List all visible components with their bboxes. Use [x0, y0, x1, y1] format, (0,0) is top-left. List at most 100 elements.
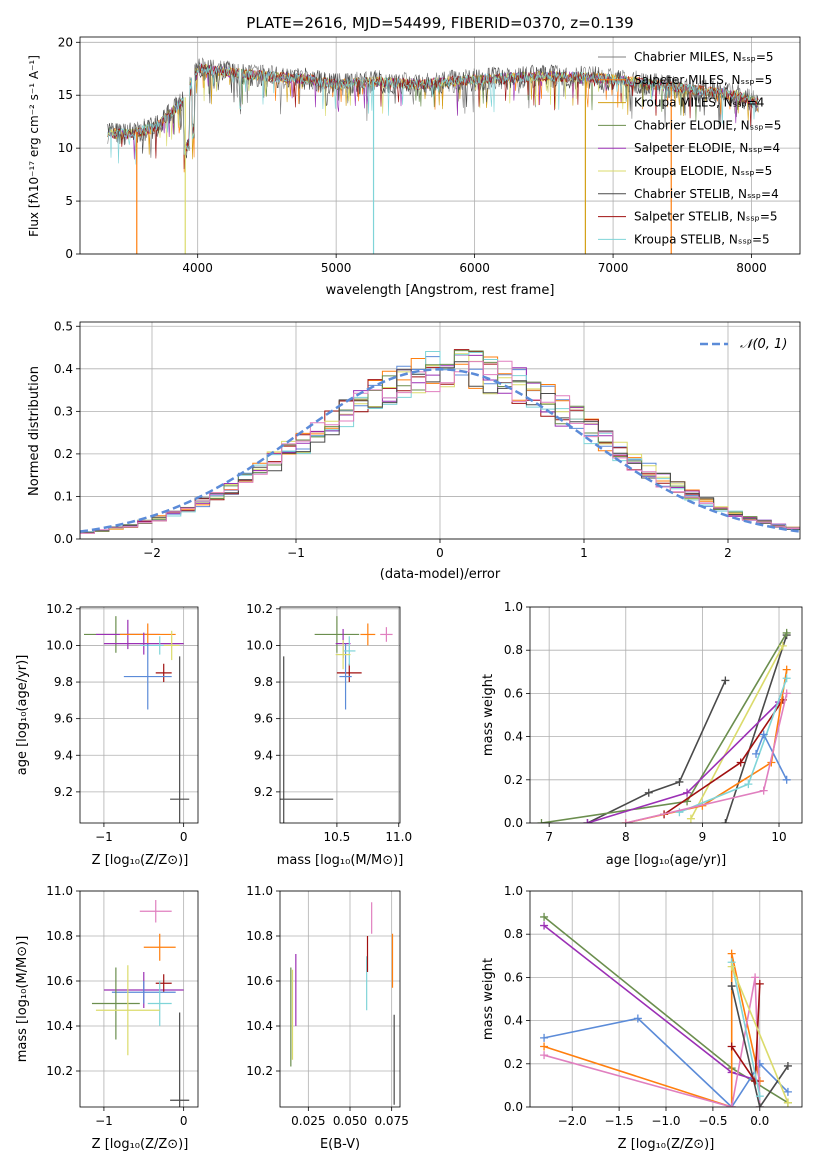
mass-ebv-xlabel: E(B-V) — [320, 1137, 360, 1152]
x-tick-label: 2 — [724, 546, 732, 560]
weight-vs-metallicity-panel: Z [log₁₀(Z/Z⊙)] mass weight −2.0 −1.5 −1.0… — [481, 884, 803, 1152]
weight-point-marker — [540, 1051, 549, 1060]
x-tick-label: 0.050 — [333, 1114, 367, 1128]
y-tick-label: 0.5 — [54, 319, 73, 333]
x-tick-label: 6000 — [459, 261, 490, 275]
y-tick-label: 10.4 — [246, 1019, 273, 1033]
weight-point-marker — [727, 962, 736, 971]
plot-frame — [529, 606, 803, 824]
y-tick-label: 9.6 — [254, 712, 273, 726]
x-tick-label: 7 — [545, 830, 553, 844]
x-tick-label: 0.0 — [750, 1114, 769, 1128]
gridlines — [80, 607, 198, 823]
x-tick-label: 10.5 — [324, 830, 351, 844]
age-z-xlabel: Z [log₁₀(Z/Z⊙)] — [92, 853, 189, 868]
y-tick-label: 11.0 — [246, 884, 273, 898]
x-tick-label: −1.0 — [651, 1114, 680, 1128]
weight-series-line — [543, 977, 761, 1107]
plot-frame — [279, 890, 401, 1108]
y-tick-label: 9.8 — [254, 675, 273, 689]
y-tick-label: 10.0 — [46, 638, 73, 652]
weight-point-marker — [752, 749, 761, 758]
weight-point-marker — [751, 973, 760, 982]
weight-point-marker — [727, 982, 736, 991]
legend-label: Kroupa STELIB, Nₛₛₚ=5 — [634, 232, 770, 246]
weight-point-marker — [540, 1033, 549, 1042]
histogram-xlabel: (data-model)/error — [380, 567, 501, 582]
plot-frame — [79, 36, 801, 255]
y-tick-label: 10.2 — [46, 602, 73, 616]
weight-series-line — [690, 645, 784, 820]
weight-point-marker — [727, 1103, 736, 1107]
weight-z-xlabel: Z [log₁₀(Z/Z⊙)] — [618, 1137, 715, 1152]
weight-point-marker — [540, 1042, 549, 1051]
weight-point-marker — [759, 730, 768, 739]
spectrum-panel: PLATE=2616, MJD=54499, FIBERID=0370, z=0… — [27, 14, 801, 298]
y-tick-label: 5 — [65, 194, 73, 208]
y-tick-label: 10.0 — [246, 638, 273, 652]
histogram-panel: (data-model)/error Normed distribution −… — [27, 319, 801, 582]
weight-point-marker — [782, 628, 791, 637]
errorbar-points — [280, 616, 393, 823]
x-tick-label: 0 — [180, 1114, 188, 1128]
x-tick-label: −2 — [143, 546, 161, 560]
weight-series-line — [543, 1017, 789, 1107]
y-tick-label: 10.2 — [46, 1064, 73, 1078]
plot-frame — [79, 606, 199, 824]
weight-point-marker — [783, 1087, 792, 1096]
mass-vs-ebv-panel: E(B-V) 0.025 0.050 0.075 10.2 10.4 10.6 10.8 11… — [246, 884, 409, 1152]
mass-z-ylabel: mass [log₁₀(M/M⊙)] — [15, 936, 30, 1063]
weight-point-marker — [644, 788, 653, 797]
weight-series-line — [730, 966, 789, 1104]
spectrum-title: PLATE=2616, MJD=54499, FIBERID=0370, z=0… — [246, 14, 633, 32]
y-tick-label: 9.2 — [254, 785, 273, 799]
weight-point-marker — [782, 665, 791, 674]
plot-frame — [79, 890, 199, 1108]
spectrum-lines — [107, 57, 759, 254]
gridlines — [80, 890, 198, 1107]
legend-label: Kroupa MILES, Nₛₛₚ=4 — [634, 96, 764, 110]
y-tick-label: 0.4 — [504, 730, 523, 744]
normal-reference-curve — [80, 368, 800, 533]
weight-point-marker — [721, 676, 730, 685]
weight-point-marker — [783, 1061, 792, 1070]
gridlines — [530, 890, 802, 1108]
x-tick-label: −1.5 — [605, 1114, 634, 1128]
x-tick-label: 5000 — [321, 261, 352, 275]
y-tick-label: 20 — [58, 35, 73, 49]
y-tick-label: 1.0 — [504, 600, 523, 614]
mass-z-xlabel: Z [log₁₀(Z/Z⊙)] — [92, 1137, 189, 1152]
histogram-series — [80, 360, 800, 539]
errorbar-points — [83, 616, 190, 823]
weight-series-line — [543, 953, 761, 1107]
x-tick-label: 4000 — [182, 261, 213, 275]
y-tick-label: 10.4 — [46, 1019, 73, 1033]
spectrum-legend: Chabrier MILES, Nₛₛₚ=5 Salpeter MILES, Nₛ… — [598, 50, 781, 246]
weight-vs-age-panel: age [log₁₀(age/yr)] mass weight 7 8 9 10 0.0… — [481, 600, 803, 868]
y-tick-label: 10 — [58, 141, 73, 155]
weight-point-marker — [744, 780, 753, 789]
y-tick-label: 9.4 — [254, 748, 273, 762]
plot-frame — [529, 890, 803, 1108]
weight-age-ylabel: mass weight — [481, 674, 496, 756]
weight-point-marker — [537, 819, 546, 823]
errorbar-points — [290, 902, 395, 1105]
weight-point-marker — [755, 1092, 764, 1101]
spectrum-xlabel: wavelength [Angstrom, rest frame] — [326, 283, 555, 298]
x-tick-label: −1 — [287, 546, 305, 560]
weight-point-marker — [727, 949, 736, 958]
y-tick-label: 0.4 — [504, 1014, 523, 1028]
x-tick-label: 1 — [580, 546, 588, 560]
x-tick-label: 8000 — [736, 261, 767, 275]
weight-point-marker — [759, 786, 768, 795]
weight-point-marker — [751, 1077, 760, 1086]
weight-series-line — [587, 680, 727, 823]
y-tick-label: 10.8 — [46, 929, 73, 943]
y-tick-label: 0.2 — [504, 773, 523, 787]
histogram-lines — [80, 349, 800, 539]
legend-label: Chabrier MILES, Nₛₛₚ=5 — [634, 50, 774, 64]
x-tick-label: −0.5 — [698, 1114, 727, 1128]
y-tick-label: 10.2 — [246, 602, 273, 616]
weight-point-marker — [755, 979, 764, 988]
